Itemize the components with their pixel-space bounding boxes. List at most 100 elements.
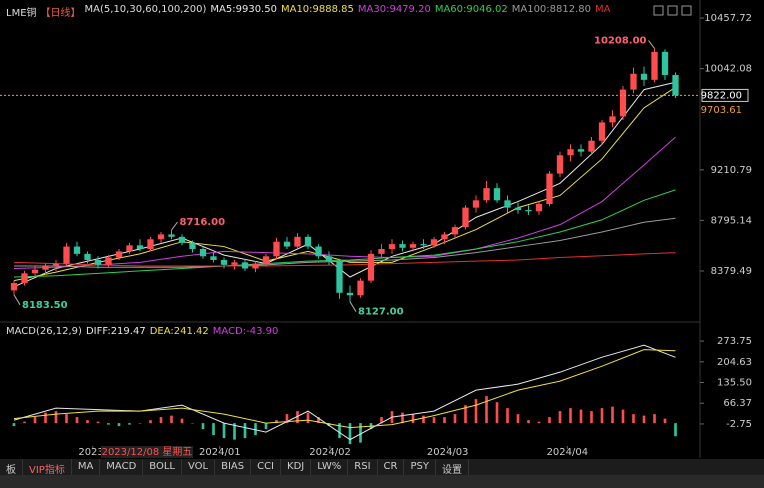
macd-bar [485, 396, 488, 424]
candle-body [304, 236, 312, 247]
y-tick-label: 135.50 [717, 378, 752, 389]
legend-item: DIFF:219.47 [85, 326, 146, 337]
macd-bar [54, 411, 58, 424]
candle-body [241, 262, 249, 269]
price-box [701, 88, 749, 102]
toolbar-tab[interactable]: RSI [348, 459, 378, 475]
candle-body [63, 246, 70, 264]
annotation-leader [648, 40, 655, 49]
toolbar-tab[interactable]: MACD [100, 459, 144, 475]
macd-bar [632, 414, 635, 424]
candle-body [315, 246, 322, 257]
toolbar-tab[interactable]: CCI [251, 459, 282, 475]
toolbar-tab[interactable]: LW% [311, 459, 349, 475]
candle-body [105, 257, 112, 265]
icons [653, 5, 692, 16]
candle-body [147, 239, 154, 249]
macd-bar [453, 414, 457, 424]
toolbar-tab[interactable]: CR [378, 459, 405, 475]
macd-bar [590, 411, 593, 424]
toolbar-tab[interactable]: VOL [182, 459, 216, 475]
macd-bar [359, 423, 362, 443]
macd-bar [527, 420, 530, 424]
macd-bar [264, 423, 268, 430]
y-tick-label: 9210.79 [711, 165, 752, 176]
toolbar-tab[interactable]: KDJ [281, 459, 312, 475]
candle-body [367, 253, 375, 281]
macd-bar [443, 417, 446, 424]
candle-body [136, 245, 144, 249]
macd-bar [170, 415, 173, 424]
candle-body [441, 234, 448, 240]
annotation-leader [13, 294, 21, 306]
candle-body [73, 246, 81, 254]
candle-body [94, 259, 102, 265]
macd-title: MACD(26,12,9) [6, 326, 82, 337]
macd-bar [611, 406, 614, 424]
candle-body [577, 149, 585, 152]
candle-body [546, 173, 553, 204]
candle-body [661, 51, 669, 75]
macd-bar [653, 414, 656, 424]
legend-item: MA [595, 4, 611, 15]
legend-item: DEA:241.42 [149, 326, 209, 337]
macd-bar [432, 417, 436, 424]
toolbar-tab[interactable]: VIP指标 [23, 459, 72, 476]
candle-body [346, 292, 354, 296]
candle-body [472, 200, 480, 208]
toolbar-tab[interactable]: 设置 [436, 459, 469, 476]
candle-body [640, 73, 648, 80]
legend-item: MA60:9046.02 [434, 4, 508, 15]
candle-body [84, 253, 91, 260]
annotation-leader [349, 301, 357, 312]
macd-bar [569, 408, 572, 424]
ma-line [13, 136, 676, 269]
period[interactable]: 【日线】 [40, 8, 81, 19]
ma-legend: LME铜 【日线】 MA(5,10,30,60,100,200) MA5:993… [6, 4, 610, 19]
macd-bar [23, 421, 26, 424]
toolbar-tab[interactable]: PSY [404, 459, 436, 475]
ma-line [14, 217, 676, 268]
toolbar-tab[interactable]: BIAS [215, 459, 252, 475]
y-tick-label: -2.75 [726, 419, 752, 430]
macd-bar [674, 423, 677, 437]
candle-body [210, 256, 217, 260]
candle-body [409, 244, 417, 248]
macd-bar [474, 399, 478, 424]
candle-body [31, 269, 39, 274]
ma-line [13, 81, 676, 288]
toolbar-tab[interactable]: BOLL [143, 459, 182, 475]
candle-body [273, 241, 280, 257]
annotation-leader [171, 221, 178, 231]
y-tick-label: 273.75 [717, 336, 752, 347]
candle-body [420, 244, 427, 246]
candle-body [10, 283, 18, 291]
macd-line [13, 344, 676, 441]
candle-body [115, 251, 123, 258]
annotation: 10208.00 [594, 35, 647, 46]
macd-bar [422, 415, 425, 424]
y-tick-label: 10457.72 [704, 13, 752, 24]
toolbar-tab[interactable]: MA [72, 459, 101, 475]
macd-bar [306, 412, 310, 424]
candle-body [178, 236, 186, 243]
ma-params: MA(5,10,30,60,100,200) [84, 4, 207, 15]
macd-bar [317, 417, 320, 424]
x-tick-label: 2024/03 [427, 447, 469, 458]
candle-body [598, 122, 606, 141]
candle-body [378, 248, 385, 254]
macd-bar [464, 405, 467, 424]
candle-body [325, 256, 333, 262]
macd-legend: MACD(26,12,9) DIFF:219.47 DEA:241.42 MACD:… [6, 326, 278, 337]
candle-body [21, 273, 28, 284]
ma-line [13, 189, 676, 278]
candle-body [567, 149, 574, 156]
macd-bar [327, 423, 331, 427]
toolbar-tab[interactable]: 板 [0, 459, 23, 476]
x-tick-label: 2024/02 [309, 447, 351, 458]
crosshair-label: 2023/12/08 星期五 [102, 446, 193, 458]
macd-bar [117, 423, 121, 427]
x-tick-label: 2023/ [78, 447, 107, 458]
candle-body [283, 241, 291, 247]
